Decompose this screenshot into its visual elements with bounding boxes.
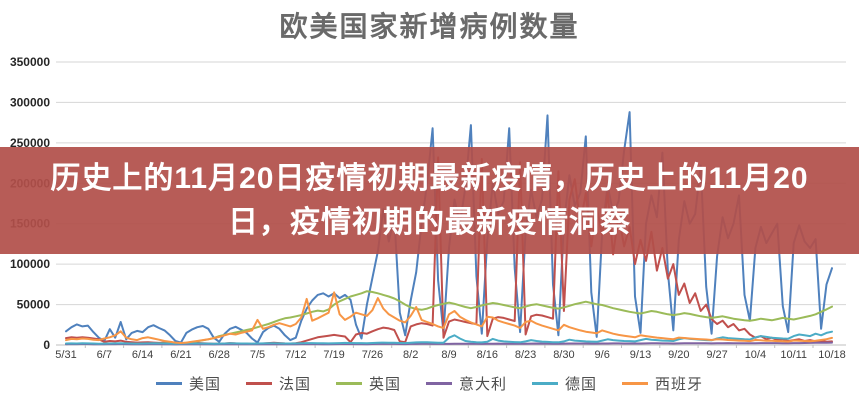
x-axis-label: 7/5 <box>250 349 265 361</box>
x-axis-label: 10/4 <box>745 349 766 361</box>
legend-item-us: 美国 <box>155 373 221 394</box>
x-axis-label: 9/20 <box>668 349 689 361</box>
series-line-es <box>65 291 833 344</box>
legend-item-fr: 法国 <box>245 373 311 394</box>
x-axis-label: 7/19 <box>323 349 344 361</box>
legend-label-it: 意大利 <box>459 376 508 393</box>
x-axis-label: 6/21 <box>170 349 191 361</box>
x-axis-label: 8/9 <box>441 349 456 361</box>
chart-legend: 美国 法国 英国 意大利 德国 西班牙 <box>0 373 859 394</box>
overlay-banner-text: 历史上的11月20日疫情初期最新疫情，历史上的11月20日，疫情初期的最新疫情洞… <box>50 161 809 239</box>
y-axis-label: 300000 <box>10 95 50 109</box>
x-axis-label: 7/26 <box>362 349 383 361</box>
legend-swatch-es <box>622 382 649 385</box>
x-axis-label: 6/7 <box>97 349 112 361</box>
overlay-banner: 历史上的11月20日疫情初期最新疫情，历史上的11月20日，疫情初期的最新疫情洞… <box>0 147 859 254</box>
legend-swatch-it <box>426 382 452 385</box>
x-axis-label: 8/30 <box>553 349 574 361</box>
legend-swatch-fr <box>245 382 272 385</box>
legend-label-de: 德国 <box>565 376 598 393</box>
x-axis-label: 8/2 <box>403 349 418 361</box>
y-axis-label: 250000 <box>10 136 50 150</box>
legend-label-uk: 英国 <box>368 376 401 393</box>
legend-swatch-de <box>532 382 559 385</box>
x-axis-label: 9/13 <box>630 349 651 361</box>
x-axis-label: 8/16 <box>477 349 498 361</box>
series-line-uk <box>65 290 833 345</box>
legend-label-us: 美国 <box>188 376 221 393</box>
x-axis-label: 9/6 <box>595 349 610 361</box>
y-axis-label: 350000 <box>10 55 50 69</box>
y-axis-label: 100000 <box>10 257 50 271</box>
legend-swatch-uk <box>335 382 362 385</box>
legend-label-fr: 法国 <box>278 376 311 393</box>
x-axis-label: 5/31 <box>55 349 76 361</box>
legend-item-it: 意大利 <box>426 373 507 394</box>
y-axis-label: 50000 <box>17 298 51 312</box>
x-axis-label: 6/28 <box>208 349 229 361</box>
x-axis-label: 6/14 <box>132 349 153 361</box>
legend-swatch-us <box>155 382 182 385</box>
legend-item-de: 德国 <box>532 373 597 394</box>
x-axis-label: 10/18 <box>818 349 846 361</box>
chart-title: 欧美国家新增病例数量 <box>279 12 580 43</box>
x-axis-label: 9/27 <box>706 349 727 361</box>
x-axis-label: 7/12 <box>285 349 306 361</box>
x-axis-label: 10/11 <box>780 349 807 361</box>
x-axis-label: 8/23 <box>515 349 536 361</box>
legend-label-es: 西班牙 <box>655 376 704 393</box>
legend-item-uk: 英国 <box>335 373 401 394</box>
legend-item-es: 西班牙 <box>622 373 703 394</box>
